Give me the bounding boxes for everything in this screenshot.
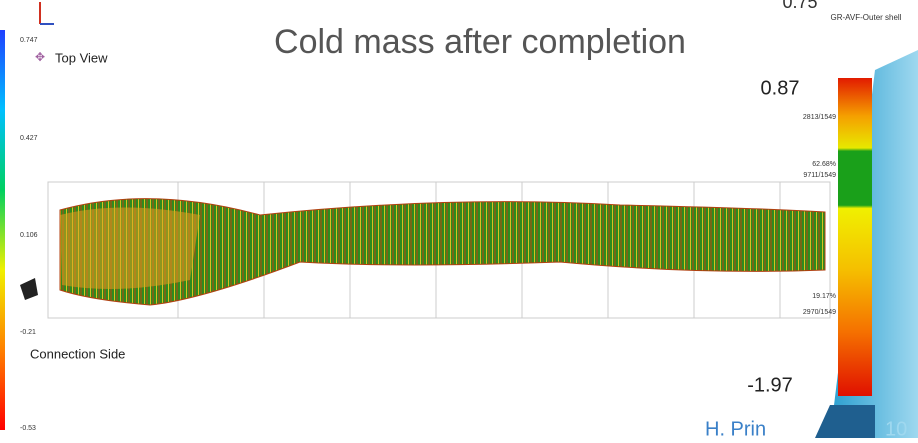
bar-title: GR-AVF-Outer shell bbox=[831, 13, 902, 22]
view-icon bbox=[20, 278, 38, 300]
bar-min: -1.97 bbox=[747, 374, 793, 396]
stat-pct: 19.17% bbox=[812, 293, 836, 300]
scale-label: -0.21 bbox=[20, 329, 36, 336]
stat-pct: 62.68% bbox=[812, 161, 836, 168]
scale: 0.747 0.427 0.106 -0.21 -0.53 bbox=[20, 37, 38, 432]
corner-value: 0.75 bbox=[782, 0, 817, 12]
slide-title: Cold mass after completion bbox=[274, 23, 686, 61]
scale-label: -0.53 bbox=[20, 425, 36, 432]
stat-count: 9711/1549 bbox=[803, 172, 836, 179]
stat-count: 2813/1549 bbox=[803, 114, 836, 121]
side-label: Connection Side bbox=[30, 346, 125, 361]
stat-count: 2970/1549 bbox=[803, 309, 836, 316]
view-icon: ✥ bbox=[35, 50, 45, 64]
deviation-area bbox=[60, 208, 200, 290]
view-label: Top View bbox=[55, 50, 108, 65]
scale-label: 0.747 bbox=[20, 37, 38, 44]
color-bar bbox=[838, 78, 872, 396]
slide: ✥ Top View Connection Side 0.747 0.427 0.1… bbox=[0, 0, 918, 438]
color-strip bbox=[0, 30, 5, 430]
author: H. Prin bbox=[705, 418, 766, 438]
scale-label: 0.106 bbox=[20, 232, 38, 239]
bar-max: 0.87 bbox=[761, 77, 800, 99]
scale-label: 0.427 bbox=[20, 135, 38, 142]
decoration bbox=[815, 405, 875, 438]
page-number: 10 bbox=[885, 418, 907, 438]
